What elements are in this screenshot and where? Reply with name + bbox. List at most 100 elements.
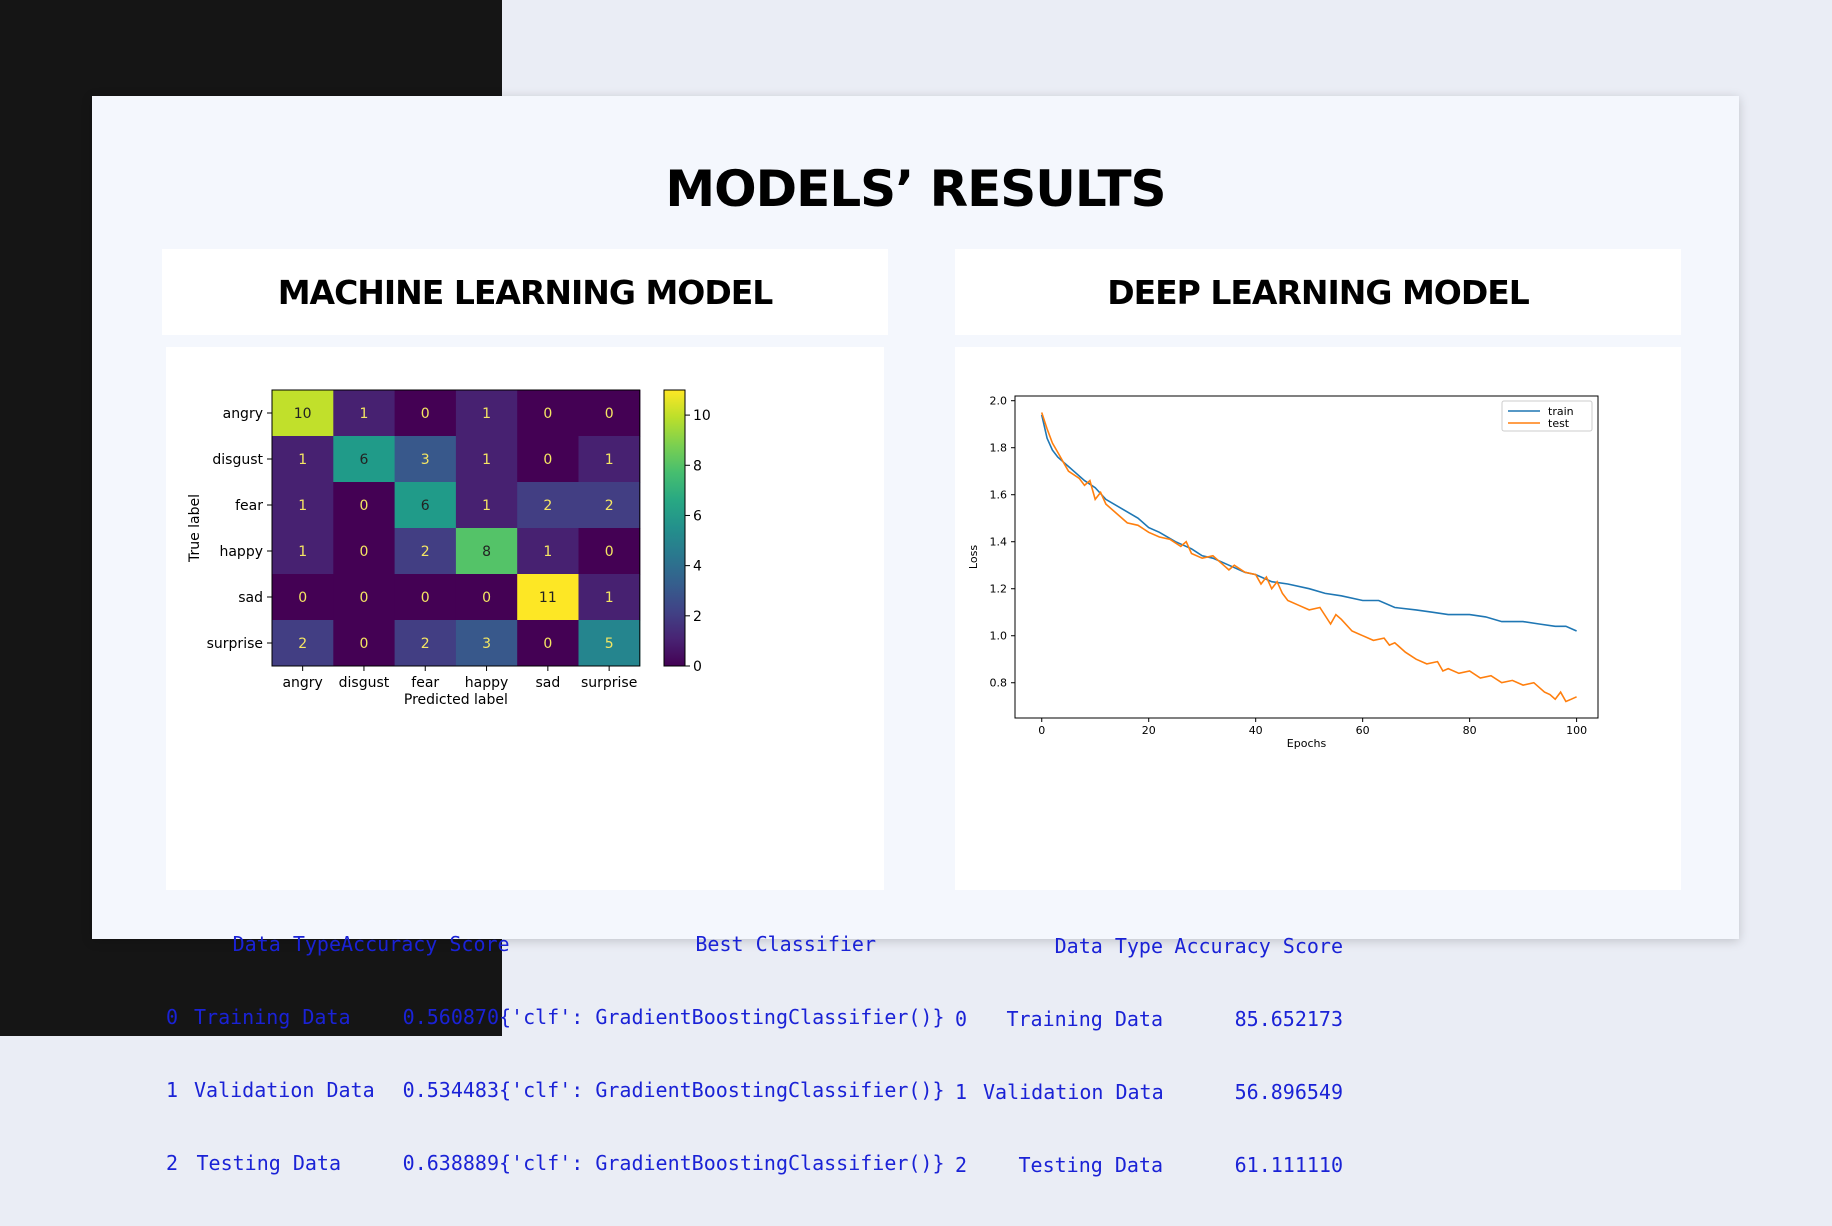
y-tick-label: 1.2 bbox=[990, 583, 1008, 596]
x-tick-label: 100 bbox=[1566, 724, 1587, 737]
heatmap-cell bbox=[455, 528, 518, 575]
colorbar-tick-label: 10 bbox=[693, 408, 711, 424]
y-tick-label: happy bbox=[219, 544, 263, 560]
y-tick-label: 1.4 bbox=[990, 536, 1008, 549]
y-axis-label: True label bbox=[187, 494, 203, 563]
cell-value-label: 0 bbox=[298, 590, 307, 606]
heatmap-cell bbox=[272, 574, 334, 621]
cell-value-label: 0 bbox=[359, 636, 368, 652]
cell-value-label: 0 bbox=[359, 590, 368, 606]
heatmap-cell bbox=[333, 528, 396, 575]
x-tick-label: 80 bbox=[1463, 724, 1477, 737]
cell-value-label: 6 bbox=[421, 498, 430, 514]
row-accuracy: 0.534483 bbox=[402, 1078, 499, 1102]
x-tick-label: fear bbox=[411, 675, 439, 691]
row-accuracy: 0.638889 bbox=[402, 1151, 499, 1175]
cell-value-label: 2 bbox=[298, 636, 307, 652]
cell-value-label: 2 bbox=[421, 544, 430, 560]
table-row: 0 Training Data 0.560870 {'clf': Gradien… bbox=[166, 1005, 945, 1030]
cell-value-label: 0 bbox=[359, 498, 368, 514]
table-header-index bbox=[955, 934, 983, 959]
x-tick-label: 20 bbox=[1142, 724, 1156, 737]
heatmap-cell bbox=[578, 482, 641, 529]
row-index: 1 bbox=[166, 1078, 179, 1102]
dl-panel-title: DEEP LEARNING MODEL bbox=[955, 249, 1681, 335]
cell-value-label: 1 bbox=[298, 452, 307, 468]
y-tick-label: disgust bbox=[212, 452, 263, 468]
table-header-index bbox=[166, 932, 194, 957]
heatmap-cell bbox=[333, 436, 396, 483]
heatmap-cell bbox=[394, 482, 457, 529]
legend-box bbox=[1501, 400, 1593, 432]
table-row: 1 Validation Data 0.534483 {'clf': Gradi… bbox=[166, 1078, 945, 1103]
heatmap-cell bbox=[272, 528, 334, 575]
x-tick-label: 0 bbox=[1038, 724, 1045, 737]
row-index: 2 bbox=[955, 1153, 968, 1177]
table-header-data-type: Data Type bbox=[1054, 934, 1163, 958]
cell-value-label: 5 bbox=[605, 636, 614, 652]
x-tick-label: happy bbox=[465, 675, 509, 691]
heatmap-cell bbox=[455, 482, 518, 529]
series-line-test bbox=[1040, 412, 1577, 703]
y-tick-label: surprise bbox=[207, 636, 263, 652]
y-tick-label: fear bbox=[235, 498, 263, 514]
cell-value-label: 2 bbox=[543, 498, 552, 514]
x-tick-label: surprise bbox=[581, 675, 637, 691]
row-data-type: Testing Data bbox=[1018, 1153, 1164, 1177]
colorbar bbox=[663, 389, 686, 667]
heatmap-cell bbox=[455, 620, 518, 667]
heatmap-cell bbox=[272, 482, 334, 529]
cell-value-label: 1 bbox=[482, 406, 491, 422]
cell-value-label: 1 bbox=[605, 452, 614, 468]
heatmap-cell bbox=[272, 620, 334, 667]
cell-value-label: 1 bbox=[543, 544, 552, 560]
cell-value-label: 3 bbox=[482, 636, 491, 652]
row-data-type: Validation Data bbox=[194, 1078, 375, 1102]
plot-frame bbox=[1014, 395, 1599, 719]
colorbar-tick-label: 8 bbox=[693, 458, 702, 474]
row-index: 2 bbox=[166, 1151, 179, 1175]
x-axis-label: Predicted label bbox=[404, 692, 508, 708]
row-index: 0 bbox=[955, 1007, 968, 1031]
colorbar-tick-label: 0 bbox=[693, 659, 702, 675]
cell-value-label: 0 bbox=[605, 406, 614, 422]
heatmap-cell bbox=[394, 436, 457, 483]
cell-value-label: 10 bbox=[294, 406, 312, 422]
heatmap-cell bbox=[394, 390, 457, 437]
heatmap-cell bbox=[272, 436, 334, 483]
heatmap-cell bbox=[578, 620, 641, 667]
heatmap-cell bbox=[578, 436, 641, 483]
ml-results-table: Data Type Accuracy Score Best Classifier… bbox=[166, 884, 945, 1224]
x-tick-label: 40 bbox=[1249, 724, 1263, 737]
heatmap-cell bbox=[517, 436, 579, 483]
cell-value-label: 1 bbox=[298, 498, 307, 514]
heatmap-cell bbox=[272, 390, 334, 437]
heatmap-cell bbox=[455, 436, 518, 483]
table-header-data-type: Data Type bbox=[232, 932, 341, 956]
y-tick-label: sad bbox=[238, 590, 263, 606]
row-accuracy: 56.896549 bbox=[1234, 1080, 1343, 1104]
row-index: 0 bbox=[166, 1005, 179, 1029]
heatmap-cell bbox=[455, 390, 518, 437]
heatmap-cell bbox=[333, 574, 396, 621]
x-tick-label: disgust bbox=[339, 675, 390, 691]
heatmap-cell bbox=[578, 528, 641, 575]
loss-curve-chart: 0 20 40 60 80 100 0.8 1.0 1.2 1.4 1.6 1.8 2.0 Epochs L… bbox=[967, 395, 1599, 750]
dl-results-table: Data Type Accuracy Score 0 Training Data… bbox=[955, 886, 1343, 1226]
cell-value-label: 0 bbox=[543, 406, 552, 422]
y-tick-label: 1.6 bbox=[990, 489, 1008, 502]
x-axis-label: Epochs bbox=[1287, 737, 1327, 750]
cell-value-label: 0 bbox=[421, 590, 430, 606]
row-data-type: Training Data bbox=[194, 1005, 351, 1029]
table-row: 2 Testing Data 0.638889 {'clf': Gradient… bbox=[166, 1151, 945, 1176]
cell-value-label: 0 bbox=[543, 452, 552, 468]
x-tick-label: 60 bbox=[1356, 724, 1370, 737]
row-accuracy: 0.560870 bbox=[402, 1005, 499, 1029]
cell-value-label: 1 bbox=[605, 590, 614, 606]
row-classifier: {'clf': GradientBoostingClassifier()} bbox=[499, 1151, 945, 1175]
row-data-type: Testing Data bbox=[196, 1151, 342, 1175]
heatmap-cell bbox=[578, 390, 641, 437]
row-accuracy: 61.111110 bbox=[1234, 1153, 1343, 1177]
cell-value-label: 1 bbox=[359, 406, 368, 422]
x-tick-label: sad bbox=[535, 675, 560, 691]
